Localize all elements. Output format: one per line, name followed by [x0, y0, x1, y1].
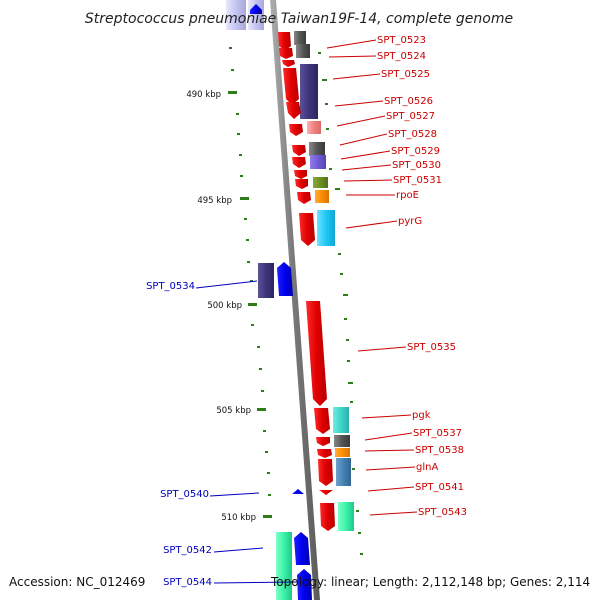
cds-spt-0527[interactable]: [289, 124, 303, 136]
feature-spt-0527[interactable]: [307, 121, 321, 134]
genome-backbone: [270, 0, 320, 600]
reverse-gene-labels: SPT_0534 SPT_0540 SPT_0542 SPT_0544: [146, 281, 212, 588]
cds-spt-0524b[interactable]: [282, 60, 295, 67]
kbp-ticks: [228, 91, 272, 518]
cds-spt-0535[interactable]: [306, 301, 327, 406]
gene-label-spt-0526[interactable]: SPT_0526: [384, 96, 433, 107]
feature-spt-0537[interactable]: [334, 435, 350, 447]
gene-label-spt-0537[interactable]: SPT_0537: [413, 428, 462, 439]
gene-label-spt-0535[interactable]: SPT_0535: [407, 342, 456, 353]
reverse-strand-features: [226, 0, 312, 600]
gene-label-spt-0531[interactable]: SPT_0531: [393, 175, 442, 186]
cds-spt-0543[interactable]: [320, 503, 335, 531]
cds-spt-0538[interactable]: [317, 449, 332, 458]
map-title: Streptococcus pneumoniae Taiwan19F-14, c…: [85, 11, 513, 27]
kbp-label-495: 495 kbp: [197, 196, 232, 206]
feature-spt-0524[interactable]: [296, 44, 310, 58]
cds-pgk[interactable]: [314, 408, 330, 434]
gene-label-pgk[interactable]: pgk: [412, 410, 431, 421]
kbp-label-500: 500 kbp: [207, 301, 242, 311]
feature-spt-0525[interactable]: [300, 64, 318, 119]
cds-spt-0523[interactable]: [278, 32, 291, 51]
feature-spt-0529[interactable]: [309, 142, 325, 156]
cds-spt-0525[interactable]: [283, 68, 299, 105]
kbp-label-510: 510 kbp: [221, 513, 256, 523]
feature-top-pale: [226, 0, 246, 30]
inner-ticks: [229, 47, 271, 496]
kbp-label-505: 505 kbp: [216, 406, 251, 416]
feature-glna[interactable]: [336, 458, 351, 486]
cds-top-blue: [250, 4, 262, 14]
cds-spt-0528[interactable]: [292, 145, 306, 156]
feature-spt-0534[interactable]: [258, 263, 274, 298]
gene-label-spt-0542[interactable]: SPT_0542: [163, 545, 212, 556]
forward-strand-features: [278, 31, 354, 531]
cds-spt-0540[interactable]: [292, 489, 304, 494]
gene-label-spt-0540[interactable]: SPT_0540: [160, 489, 209, 500]
reverse-label-lines: [195, 280, 298, 584]
gene-label-spt-0524[interactable]: SPT_0524: [377, 51, 426, 62]
feature-spt-0538[interactable]: [335, 448, 350, 457]
feature-rpoe[interactable]: [315, 190, 329, 203]
feature-spt-0523[interactable]: [294, 31, 306, 45]
gene-label-spt-0527[interactable]: SPT_0527: [386, 111, 435, 122]
cds-spt-0524[interactable]: [279, 48, 293, 59]
feature-spt-0542[interactable]: [276, 532, 292, 600]
gene-label-pyrg[interactable]: pyrG: [398, 216, 422, 227]
gene-label-spt-0523[interactable]: SPT_0523: [377, 35, 426, 46]
cds-spt-0530[interactable]: [294, 170, 307, 179]
cds-spt-0529[interactable]: [292, 157, 306, 168]
genome-summary-text: Topology: linear; Length: 2,112,148 bp; …: [270, 575, 590, 589]
cds-spt-0526[interactable]: [286, 102, 301, 119]
cds-pyrg[interactable]: [299, 213, 315, 246]
feature-spt-0531[interactable]: [313, 177, 328, 188]
accession-text: Accession: NC_012469: [9, 575, 145, 589]
feature-pgk[interactable]: [333, 407, 349, 433]
forward-label-lines: [326, 39, 418, 516]
cds-rpoe[interactable]: [297, 192, 311, 204]
feature-top-pale-2: [248, 0, 264, 30]
cds-glna[interactable]: [318, 459, 333, 486]
cds-spt-0537[interactable]: [316, 437, 330, 446]
cds-spt-0534[interactable]: [277, 262, 293, 296]
cds-spt-0542[interactable]: [294, 532, 310, 565]
cds-spt-0541[interactable]: [319, 490, 333, 495]
cds-spt-0531[interactable]: [295, 179, 308, 189]
gene-label-spt-0529[interactable]: SPT_0529: [391, 146, 440, 157]
gene-label-spt-0544[interactable]: SPT_0544: [163, 577, 212, 588]
forward-gene-labels: SPT_0523 SPT_0524 SPT_0525 SPT_0526 SPT_…: [377, 35, 467, 518]
gene-label-spt-0530[interactable]: SPT_0530: [392, 160, 441, 171]
gene-label-spt-0534[interactable]: SPT_0534: [146, 281, 195, 292]
gene-label-spt-0528[interactable]: SPT_0528: [388, 129, 437, 140]
gene-label-spt-0543[interactable]: SPT_0543: [418, 507, 467, 518]
gene-label-spt-0541[interactable]: SPT_0541: [415, 482, 464, 493]
feature-spt-0543[interactable]: [338, 502, 354, 531]
feature-spt-0530[interactable]: [310, 155, 326, 169]
gene-label-rpoe[interactable]: rpoE: [396, 190, 419, 201]
kbp-label-490: 490 kbp: [186, 90, 221, 100]
outer-ticks: [318, 52, 363, 555]
cds-spt-0544[interactable]: [297, 569, 312, 600]
gene-label-spt-0525[interactable]: SPT_0525: [381, 69, 430, 80]
gene-label-glna[interactable]: glnA: [416, 462, 438, 473]
feature-pyrg[interactable]: [317, 210, 335, 246]
gene-label-spt-0538[interactable]: SPT_0538: [415, 445, 464, 456]
